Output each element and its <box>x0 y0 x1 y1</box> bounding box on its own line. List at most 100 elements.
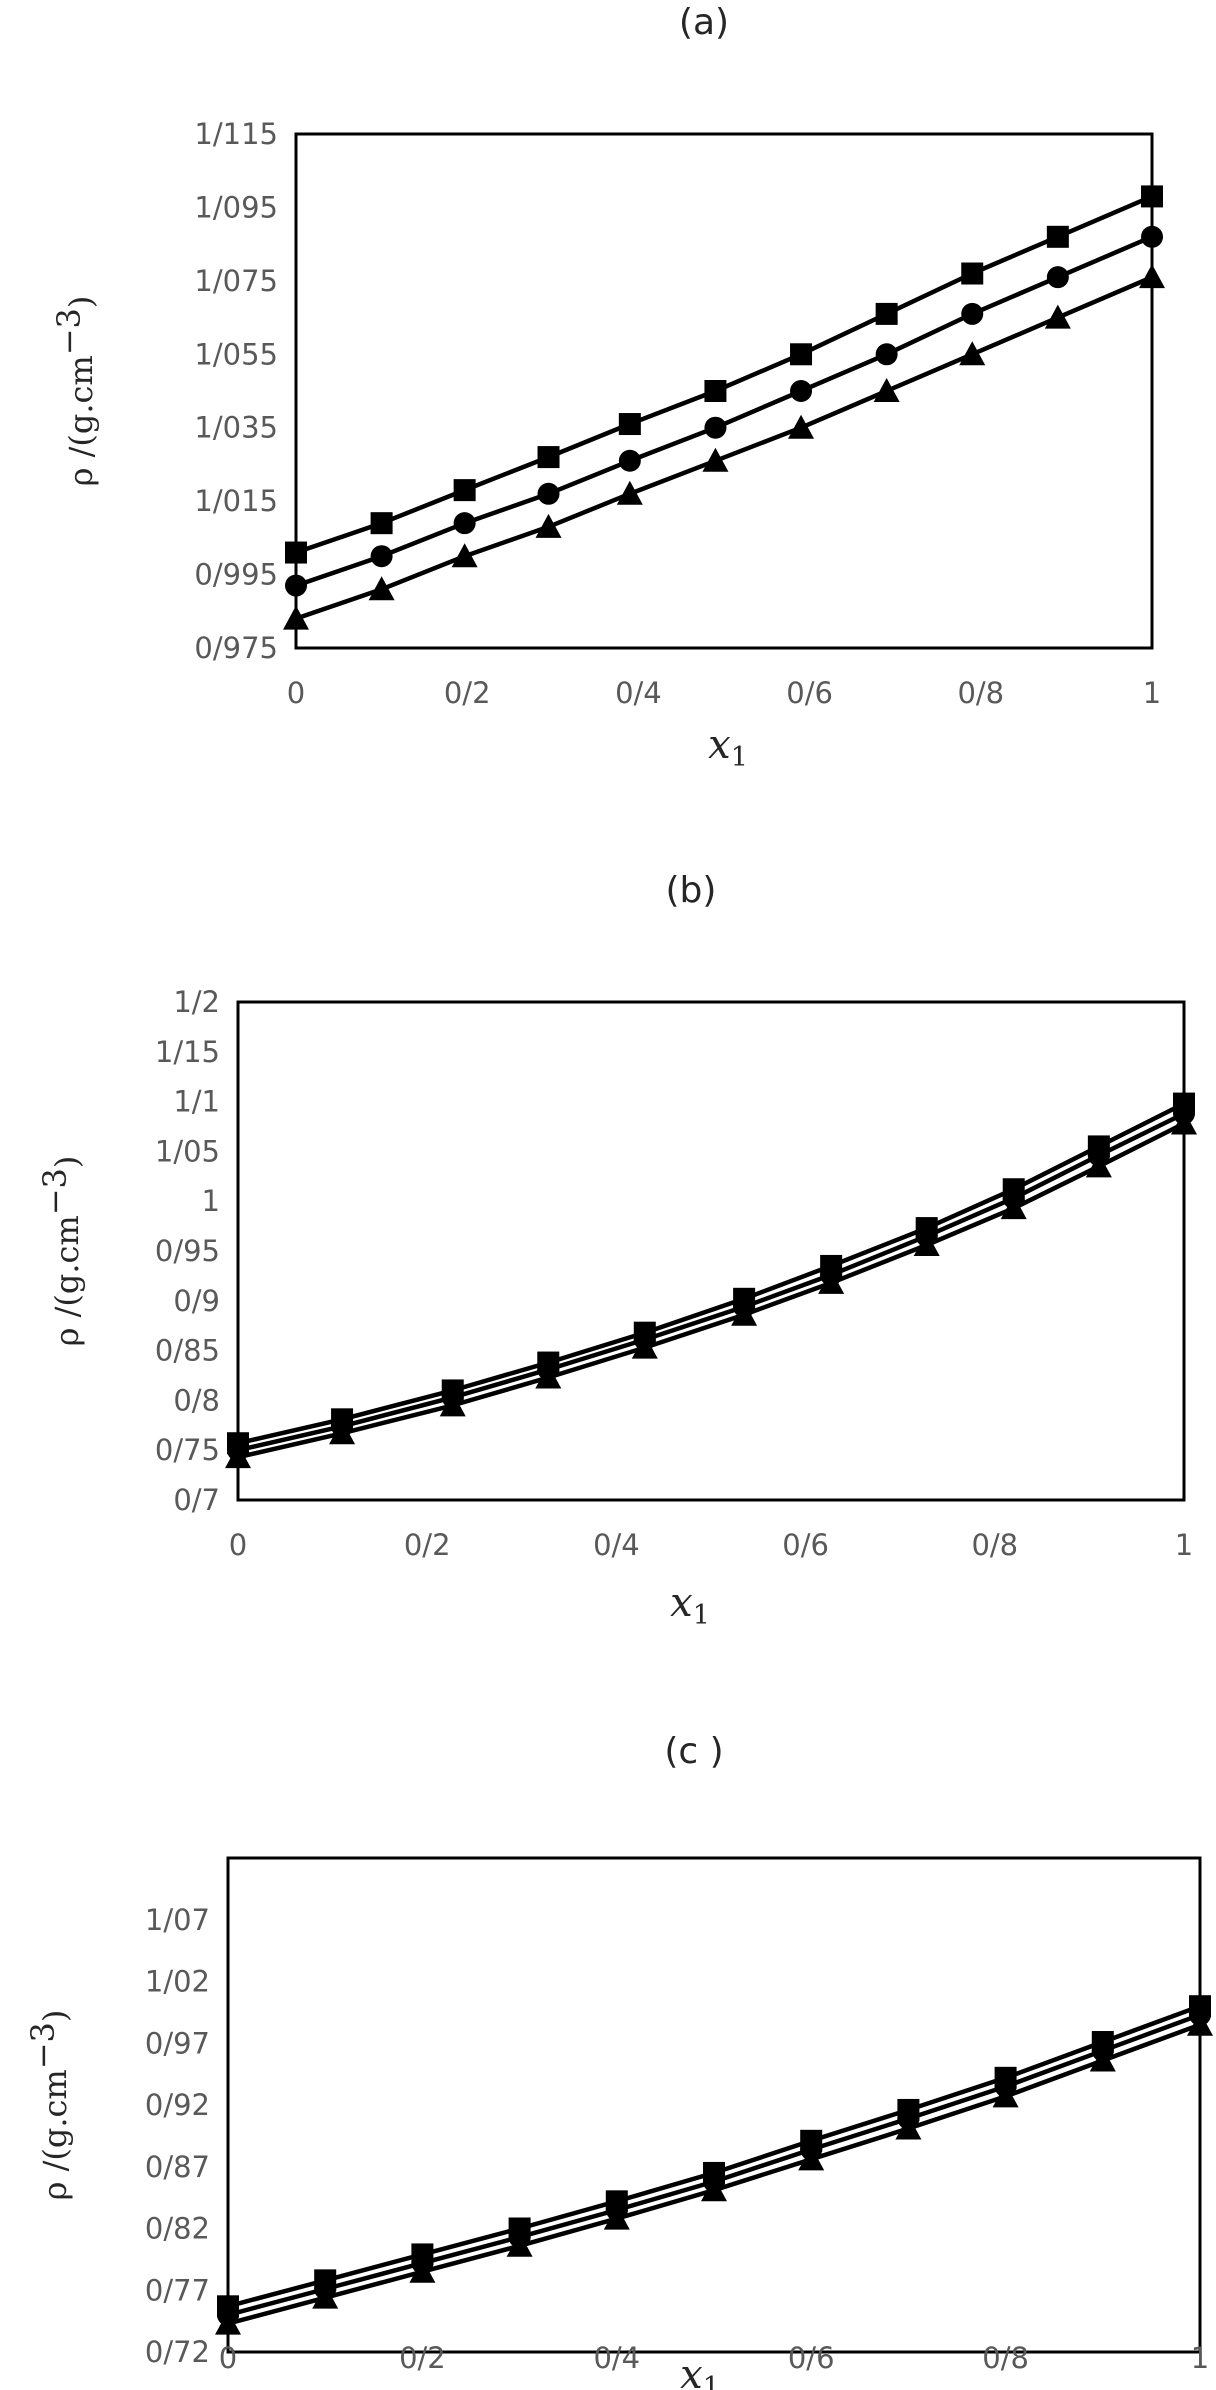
data-point-circle <box>618 449 641 472</box>
data-point-triangle <box>959 341 986 366</box>
y-tick-label: 1/055 <box>194 337 278 371</box>
data-point-circle <box>370 545 393 568</box>
data-point-triangle <box>1187 2011 1213 2036</box>
y-axis-label: ρ /(g.cm−3) <box>36 1156 86 1347</box>
x-tick-label: 1 <box>1175 1528 1193 1562</box>
data-point-circle <box>453 512 476 535</box>
y-tick-label: 1/1 <box>173 1085 220 1119</box>
data-point-triangle <box>215 2310 241 2335</box>
x-tick-label: 0/2 <box>444 676 491 710</box>
data-point-triangle <box>616 480 643 505</box>
data-point-triangle <box>631 1334 658 1359</box>
data-point-circle <box>537 482 560 505</box>
data-point-triangle <box>1085 1153 1112 1178</box>
x-tick-label: 0/6 <box>782 1528 829 1562</box>
data-point-triangle <box>818 1269 845 1294</box>
series-line-square <box>227 2004 1201 2309</box>
data-point-triangle <box>798 2146 825 2171</box>
y-axis-label-main: ρ /(g.cm <box>48 1215 86 1346</box>
data-point-triangle <box>535 513 562 538</box>
data-point-triangle <box>409 2258 436 2283</box>
data-point-circle <box>961 302 984 325</box>
x-axis-label-main: x <box>708 722 731 768</box>
data-point-square <box>875 302 898 325</box>
y-tick-label: 0/95 <box>155 1234 220 1268</box>
y-tick-label: 1/015 <box>194 484 278 518</box>
y-tick-label: 1/115 <box>194 117 278 151</box>
chart-panel-b: (b) 0/7 0/75 0/8 0/85 0/9 0/95 1 1/05 1/1 1/15 1/2 0… <box>36 870 1197 1631</box>
data-point-circle <box>1046 266 1069 289</box>
data-point-square <box>370 512 393 535</box>
x-tick-label: 0/2 <box>404 1528 451 1562</box>
y-axis-label-close: ) <box>36 2010 74 2022</box>
y-tick-label: 1/05 <box>155 1134 220 1168</box>
data-point-triangle <box>451 543 478 568</box>
y-tick-label: 0/975 <box>194 631 278 665</box>
x-tick-label: 0 <box>229 1528 247 1562</box>
y-tick-label: 0/995 <box>194 558 278 592</box>
y-tick-label: 0/75 <box>155 1433 220 1467</box>
y-axis-label-close: ) <box>62 296 100 308</box>
x-tick-label: 0/2 <box>399 2341 446 2375</box>
y-tick-label: 1/035 <box>194 411 278 445</box>
data-point-triangle <box>329 1420 356 1445</box>
data-point-triangle <box>1089 2047 1116 2072</box>
data-point-square <box>1046 225 1069 248</box>
y-tick-label: 0/77 <box>145 2273 210 2307</box>
data-point-square <box>961 262 984 285</box>
data-point-square <box>790 343 813 366</box>
y-axis-label: ρ /(g.cm−3) <box>24 2010 74 2201</box>
data-point-triangle <box>225 1444 251 1469</box>
x-tick-label: 0/4 <box>615 676 662 710</box>
x-axis-label-main: x <box>670 1580 693 1626</box>
x-tick-label: 0/4 <box>593 1528 640 1562</box>
y-tick-label: 1 <box>202 1184 220 1218</box>
data-point-square <box>285 541 307 564</box>
y-tick-label: 1/2 <box>173 985 220 1019</box>
y-tick-label: 1/075 <box>194 264 278 298</box>
data-point-triangle <box>535 1364 562 1389</box>
x-axis-label: x1 <box>708 722 748 773</box>
x-axis-label: x1 <box>680 2352 720 2390</box>
data-point-triangle <box>701 2177 727 2202</box>
x-axis-label-subscript: 1 <box>731 742 748 773</box>
y-axis-label-superscript: −3 <box>24 2022 62 2069</box>
x-axis-label-main: x <box>680 2352 703 2390</box>
x-tick-label: 0/8 <box>957 676 1004 710</box>
chart-panel-a: (a) 0/975 0/995 1/015 1/035 1/055 1/075 1/095 1/… <box>50 2 1165 773</box>
plot-area-frame <box>226 1856 1202 2354</box>
data-point-triangle <box>992 2083 1019 2108</box>
y-tick-label: 1/095 <box>194 190 278 224</box>
x-tick-label: 0/6 <box>786 676 833 710</box>
data-point-triangle <box>506 2232 533 2257</box>
series-line-square <box>295 194 1153 555</box>
data-point-triangle <box>603 2205 630 2230</box>
y-axis-label-main: ρ /(g.cm <box>62 355 100 486</box>
series-line-square <box>237 1101 1186 1446</box>
data-point-triangle <box>368 576 395 601</box>
data-point-triangle <box>439 1392 466 1417</box>
y-tick-label: 0/72 <box>145 2335 210 2369</box>
x-axis-label-subscript: 1 <box>703 2372 720 2390</box>
y-tick-label: 1/07 <box>145 1903 210 1937</box>
x-tick-label: 0/4 <box>593 2341 640 2375</box>
data-point-triangle <box>1139 264 1165 289</box>
x-tick-label: 0/8 <box>971 1528 1018 1562</box>
series-line-circle <box>237 1111 1185 1453</box>
series-line-triangle <box>295 275 1153 621</box>
x-tick-label: 1 <box>1191 2341 1209 2375</box>
y-tick-label: 0/85 <box>155 1334 220 1368</box>
y-axis-label-main: ρ /(g.cm <box>36 2069 74 2200</box>
data-point-triangle <box>283 605 309 630</box>
data-point-triangle <box>1171 1110 1197 1135</box>
data-point-triangle <box>895 2115 922 2140</box>
y-axis-label-superscript: −3 <box>36 1168 74 1215</box>
panel-label: (b) <box>666 870 717 911</box>
x-tick-label: 0 <box>219 2341 237 2375</box>
y-tick-label: 1/02 <box>145 1965 210 1999</box>
x-tick-label: 0/8 <box>982 2341 1029 2375</box>
y-tick-label: 0/7 <box>173 1483 220 1517</box>
data-point-circle <box>1141 225 1163 248</box>
panel-label: (c ) <box>664 1731 723 1772</box>
